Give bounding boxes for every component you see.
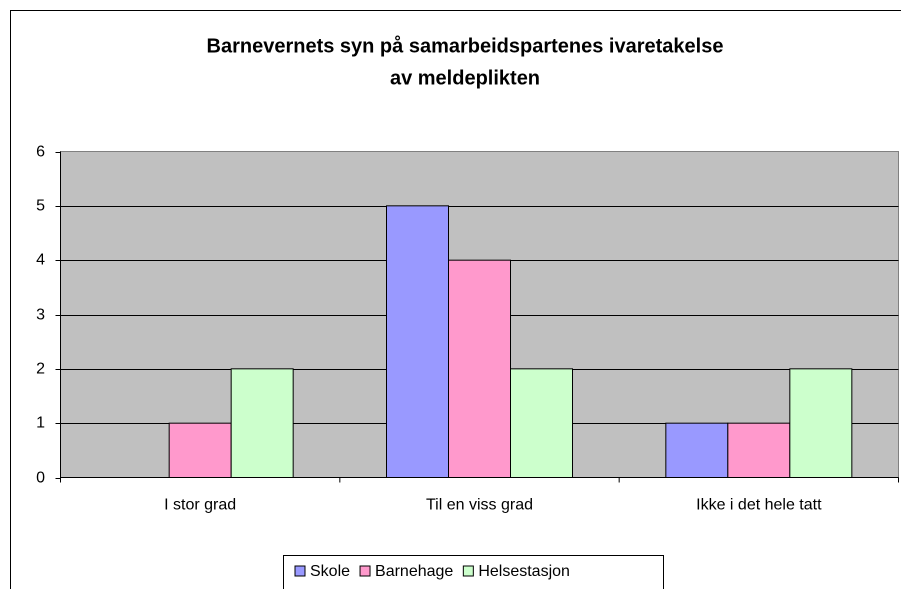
y-tick-label: 5 — [36, 198, 45, 215]
legend-swatch — [294, 565, 306, 577]
legend-label: Barnehage — [375, 563, 453, 580]
x-tick-label: I stor grad — [164, 497, 236, 514]
y-tick-label: 1 — [36, 415, 45, 432]
y-tick-label: 4 — [36, 252, 45, 269]
legend-swatch — [359, 565, 371, 577]
legend-label: Skole — [310, 563, 350, 580]
bar — [510, 368, 573, 479]
bar — [168, 422, 232, 478]
legend: Skole Barnehage Helsestasjon — [283, 555, 664, 589]
x-tick-label: Ikke i det hele tatt — [696, 497, 822, 514]
bar — [386, 205, 449, 478]
bar — [665, 422, 729, 478]
bar — [789, 368, 853, 479]
chart-subtitle: av meldeplikten — [390, 67, 540, 89]
bar — [230, 368, 294, 479]
y-tick-label: 0 — [36, 470, 45, 487]
legend-swatch — [462, 565, 474, 577]
y-tick-label: 2 — [36, 361, 45, 378]
x-tick-label: Til en viss grad — [426, 497, 533, 514]
y-tick-label: 3 — [36, 307, 45, 324]
chart-title: Barnevernets syn på samarbeidspartenes i… — [207, 34, 724, 57]
legend-label: Helsestasjon — [478, 563, 570, 580]
y-tick-label: 6 — [36, 144, 45, 161]
bar — [727, 422, 791, 478]
bar — [448, 259, 511, 478]
